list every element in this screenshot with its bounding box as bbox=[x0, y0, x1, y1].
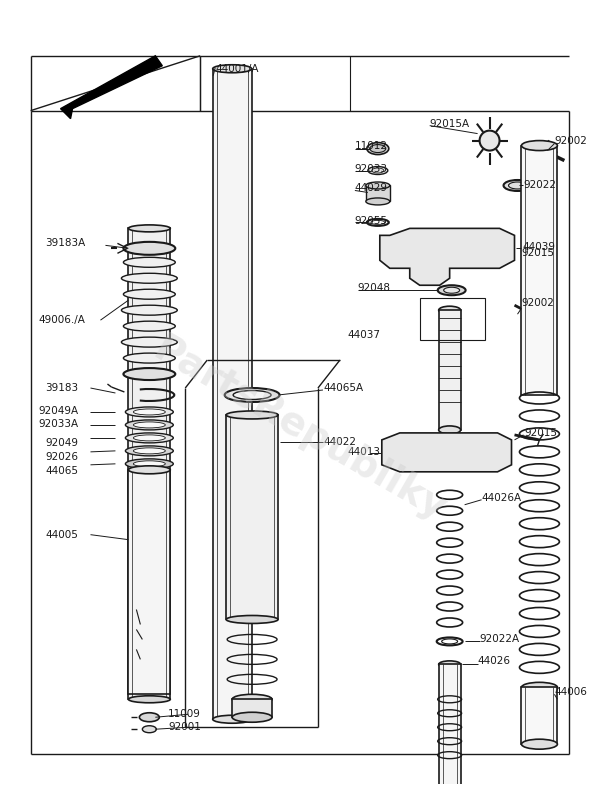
Text: 92022: 92022 bbox=[523, 181, 556, 191]
Ellipse shape bbox=[233, 390, 271, 400]
Ellipse shape bbox=[368, 166, 388, 174]
Text: 44039: 44039 bbox=[523, 243, 556, 252]
Ellipse shape bbox=[121, 305, 177, 316]
Ellipse shape bbox=[124, 368, 175, 380]
Ellipse shape bbox=[439, 426, 461, 434]
Bar bbox=[420, 298, 485, 340]
Ellipse shape bbox=[437, 285, 466, 295]
Text: 44037: 44037 bbox=[348, 330, 381, 340]
Ellipse shape bbox=[128, 466, 170, 474]
Text: 92001: 92001 bbox=[169, 722, 201, 732]
Text: 11009: 11009 bbox=[169, 710, 201, 719]
Text: 92049A: 92049A bbox=[38, 406, 79, 416]
Polygon shape bbox=[382, 433, 512, 472]
Ellipse shape bbox=[133, 422, 166, 428]
Ellipse shape bbox=[125, 420, 173, 430]
Ellipse shape bbox=[128, 696, 170, 703]
Ellipse shape bbox=[439, 306, 461, 314]
Ellipse shape bbox=[443, 287, 460, 294]
Ellipse shape bbox=[521, 141, 557, 151]
Text: 11012: 11012 bbox=[355, 141, 388, 151]
Text: 92033: 92033 bbox=[355, 163, 388, 173]
Text: 92026: 92026 bbox=[46, 452, 79, 462]
Ellipse shape bbox=[133, 461, 166, 467]
Polygon shape bbox=[61, 56, 163, 119]
Ellipse shape bbox=[213, 64, 251, 73]
Ellipse shape bbox=[439, 448, 461, 458]
Ellipse shape bbox=[128, 225, 170, 232]
Ellipse shape bbox=[124, 257, 175, 267]
Text: 44065A: 44065A bbox=[323, 383, 363, 393]
Ellipse shape bbox=[133, 435, 166, 441]
Polygon shape bbox=[380, 228, 515, 285]
Bar bbox=[128, 469, 170, 694]
Ellipse shape bbox=[124, 353, 175, 363]
Bar bbox=[366, 185, 390, 202]
Ellipse shape bbox=[439, 661, 461, 668]
Text: 49006./A: 49006./A bbox=[38, 316, 85, 325]
Ellipse shape bbox=[366, 182, 390, 189]
Ellipse shape bbox=[133, 409, 166, 415]
Ellipse shape bbox=[232, 712, 272, 722]
Ellipse shape bbox=[139, 713, 160, 721]
Ellipse shape bbox=[521, 739, 557, 749]
Text: 44026A: 44026A bbox=[482, 493, 522, 502]
Text: 92002: 92002 bbox=[521, 298, 554, 309]
Text: 92049: 92049 bbox=[46, 438, 79, 448]
Ellipse shape bbox=[124, 321, 175, 331]
Bar bbox=[232, 699, 272, 717]
Ellipse shape bbox=[124, 242, 175, 255]
Circle shape bbox=[479, 130, 500, 151]
Ellipse shape bbox=[125, 407, 173, 417]
Bar bbox=[226, 415, 278, 619]
Bar bbox=[128, 228, 170, 699]
Ellipse shape bbox=[232, 694, 272, 704]
Ellipse shape bbox=[224, 388, 280, 402]
Ellipse shape bbox=[226, 615, 278, 623]
Bar bbox=[521, 145, 557, 395]
Text: 92015: 92015 bbox=[524, 428, 557, 438]
Ellipse shape bbox=[125, 446, 173, 456]
Text: 44026: 44026 bbox=[478, 656, 511, 666]
Ellipse shape bbox=[366, 198, 390, 205]
Ellipse shape bbox=[226, 411, 278, 419]
Text: 92015: 92015 bbox=[521, 248, 554, 258]
Ellipse shape bbox=[521, 682, 557, 692]
Text: 44001/A: 44001/A bbox=[215, 64, 259, 74]
Ellipse shape bbox=[125, 459, 173, 469]
Text: 92015A: 92015A bbox=[430, 119, 470, 129]
Ellipse shape bbox=[121, 337, 177, 347]
Ellipse shape bbox=[503, 180, 532, 191]
Text: 39183A: 39183A bbox=[46, 239, 86, 248]
Text: 92022A: 92022A bbox=[479, 634, 520, 644]
Text: 92033A: 92033A bbox=[38, 419, 79, 429]
Ellipse shape bbox=[370, 144, 386, 152]
Text: 92002: 92002 bbox=[554, 136, 587, 145]
Text: 92055: 92055 bbox=[355, 217, 388, 226]
Text: 44022: 44022 bbox=[323, 437, 356, 447]
Bar bbox=[521, 688, 557, 744]
Text: 44065: 44065 bbox=[46, 466, 79, 476]
Ellipse shape bbox=[133, 448, 166, 454]
Bar bbox=[213, 69, 252, 719]
Text: 44029: 44029 bbox=[355, 184, 388, 193]
Text: 44005: 44005 bbox=[46, 530, 79, 539]
Ellipse shape bbox=[125, 433, 173, 443]
Ellipse shape bbox=[124, 289, 175, 299]
Ellipse shape bbox=[121, 273, 177, 283]
Ellipse shape bbox=[213, 715, 251, 723]
Text: 39183: 39183 bbox=[46, 383, 79, 393]
Ellipse shape bbox=[367, 143, 389, 155]
Text: 44013: 44013 bbox=[348, 447, 381, 457]
Bar bbox=[439, 310, 461, 430]
Text: 44006: 44006 bbox=[554, 688, 587, 697]
Ellipse shape bbox=[440, 243, 463, 254]
Ellipse shape bbox=[142, 725, 157, 732]
Text: 92048: 92048 bbox=[358, 283, 391, 294]
Bar bbox=[439, 664, 461, 785]
Text: PartsRepubliky: PartsRepubliky bbox=[147, 330, 453, 529]
